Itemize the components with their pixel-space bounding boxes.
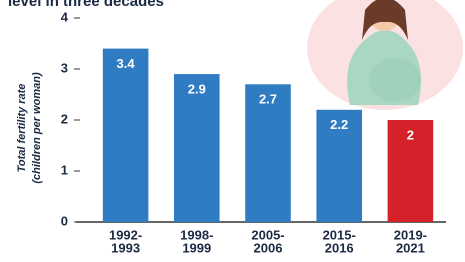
y-tick-label: 1 <box>61 162 68 177</box>
chart-title: level in three decades <box>8 0 164 10</box>
x-tick-label: 2016 <box>325 240 354 255</box>
x-tick-label: 1999 <box>182 240 211 255</box>
y-tick-label: 3 <box>61 60 68 75</box>
y-axis-label: Total fertility rate <box>16 84 28 173</box>
y-tick-label: 2 <box>61 111 68 126</box>
value-label: 2.2 <box>330 117 348 132</box>
x-tick-label: 2006 <box>254 240 283 255</box>
value-label: 2.7 <box>259 92 277 107</box>
value-label: 3.4 <box>117 56 136 71</box>
value-label: 2 <box>407 127 414 142</box>
x-tick-label: 1993 <box>111 240 140 255</box>
value-label: 2.9 <box>188 82 206 97</box>
x-tick-label: 2021 <box>396 240 425 255</box>
y-axis-label: (children per woman) <box>31 72 43 184</box>
illustration <box>307 0 463 110</box>
y-tick-label: 0 <box>61 213 68 228</box>
y-tick-label: 4 <box>61 9 69 24</box>
chart: level in three decades Total fertility r… <box>0 0 465 262</box>
bar <box>103 49 149 222</box>
